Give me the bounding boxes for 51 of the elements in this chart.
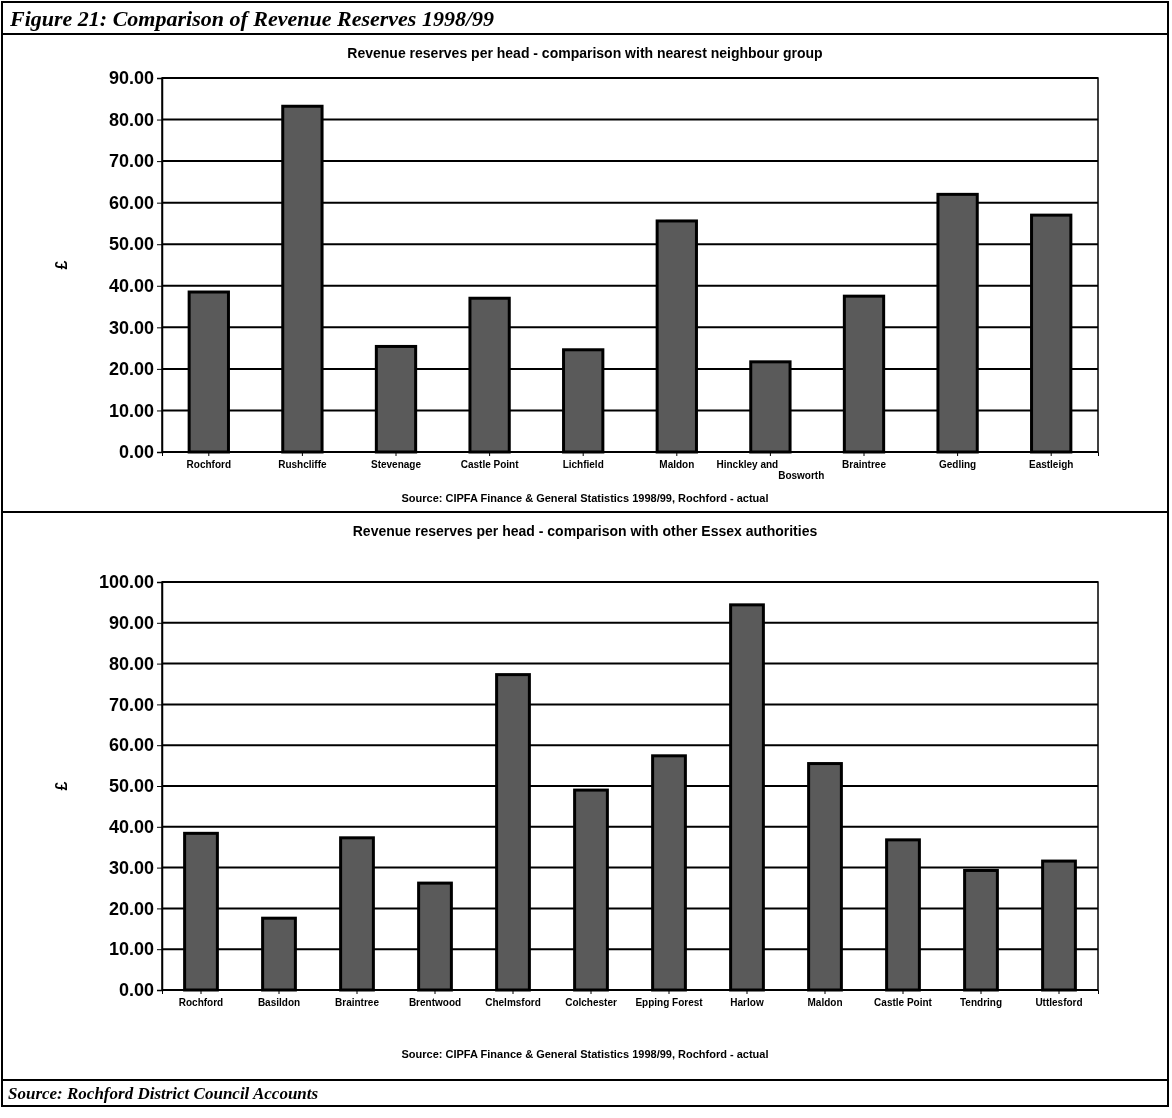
y-axis-title: £ xyxy=(53,781,70,791)
y-tick-label: 40.00 xyxy=(108,276,154,297)
chart-title: Figure 21: Comparison of Revenue Reserves 1998/99 xyxy=(9,6,494,31)
x-tick-label: Braintree xyxy=(335,997,380,1008)
y-tick-label: 90.00 xyxy=(108,68,154,89)
x-tick-label: Colchester xyxy=(565,997,617,1008)
y-tick-label: 90.00 xyxy=(108,613,154,634)
y-tick-label: 100.00 xyxy=(98,572,154,593)
y-tick-label: 40.00 xyxy=(108,817,154,838)
y-tick-label: 20.00 xyxy=(108,898,154,919)
x-tick-label: Castle Point xyxy=(460,459,520,470)
x-tick-label: Eastleigh xyxy=(1028,459,1074,470)
y-axis-title: £ xyxy=(53,260,70,270)
x-tick-label: Maldon xyxy=(659,459,695,470)
y-tick-label: 30.00 xyxy=(108,857,154,878)
y-tick-label: 20.00 xyxy=(108,359,154,380)
x-tick-label: Lichfield xyxy=(562,459,604,470)
chart-title: Revenue reserves per head - comparison with other Essex authorities xyxy=(352,523,818,539)
y-tick-label: 0.00 xyxy=(118,442,154,463)
x-tick-label: Braintree xyxy=(842,459,887,470)
source-note: Source: CIPFA Finance & General Statistics 1998/99, Rochford - actual xyxy=(401,492,769,504)
chart-subtitle: Revenue reserves per head - comparison with nearest neighbour group xyxy=(347,45,823,61)
x-tick-label: Stevenage xyxy=(370,459,422,470)
y-tick-label: 70.00 xyxy=(108,694,154,715)
x-tick-label: Maldon xyxy=(807,997,843,1008)
x-tick-label: Castle Point xyxy=(874,997,933,1008)
y-tick-label: 10.00 xyxy=(108,400,154,421)
x-tick-label: Uttlesford xyxy=(1035,997,1083,1008)
y-tick-label: 60.00 xyxy=(108,192,154,213)
x-tick-label: Chelmsford xyxy=(485,997,541,1008)
source-note: Source: CIPFA Finance & General Statistics 1998/99, Rochford - actual xyxy=(401,1048,769,1060)
y-tick-label: 50.00 xyxy=(108,776,154,797)
x-tick-label: Epping Forest xyxy=(635,997,704,1008)
y-tick-label: 30.00 xyxy=(108,317,154,338)
x-tick-label: Rochford xyxy=(186,459,232,470)
y-tick-label: 10.00 xyxy=(108,939,154,960)
y-tick-label: 0.00 xyxy=(118,980,154,1001)
x-tick-label: Brentwood xyxy=(408,997,462,1008)
x-tick-label: Hinckley and Bosworth xyxy=(716,459,825,481)
source-note: Source: Rochford District Council Accounts xyxy=(8,1084,319,1103)
y-tick-label: 50.00 xyxy=(108,234,154,255)
y-tick-label: 80.00 xyxy=(108,109,154,130)
y-tick-label: 80.00 xyxy=(108,653,154,674)
y-tick-label: 60.00 xyxy=(108,735,154,756)
x-tick-label: Tendring xyxy=(959,997,1003,1008)
x-tick-label: Rochford xyxy=(178,997,224,1008)
x-tick-label: Gedling xyxy=(938,459,977,470)
y-tick-label: 70.00 xyxy=(108,151,154,172)
x-tick-label: Basildon xyxy=(257,997,301,1008)
x-tick-label: Harlow xyxy=(730,997,764,1008)
x-tick-label: Rushcliffe xyxy=(278,459,328,470)
